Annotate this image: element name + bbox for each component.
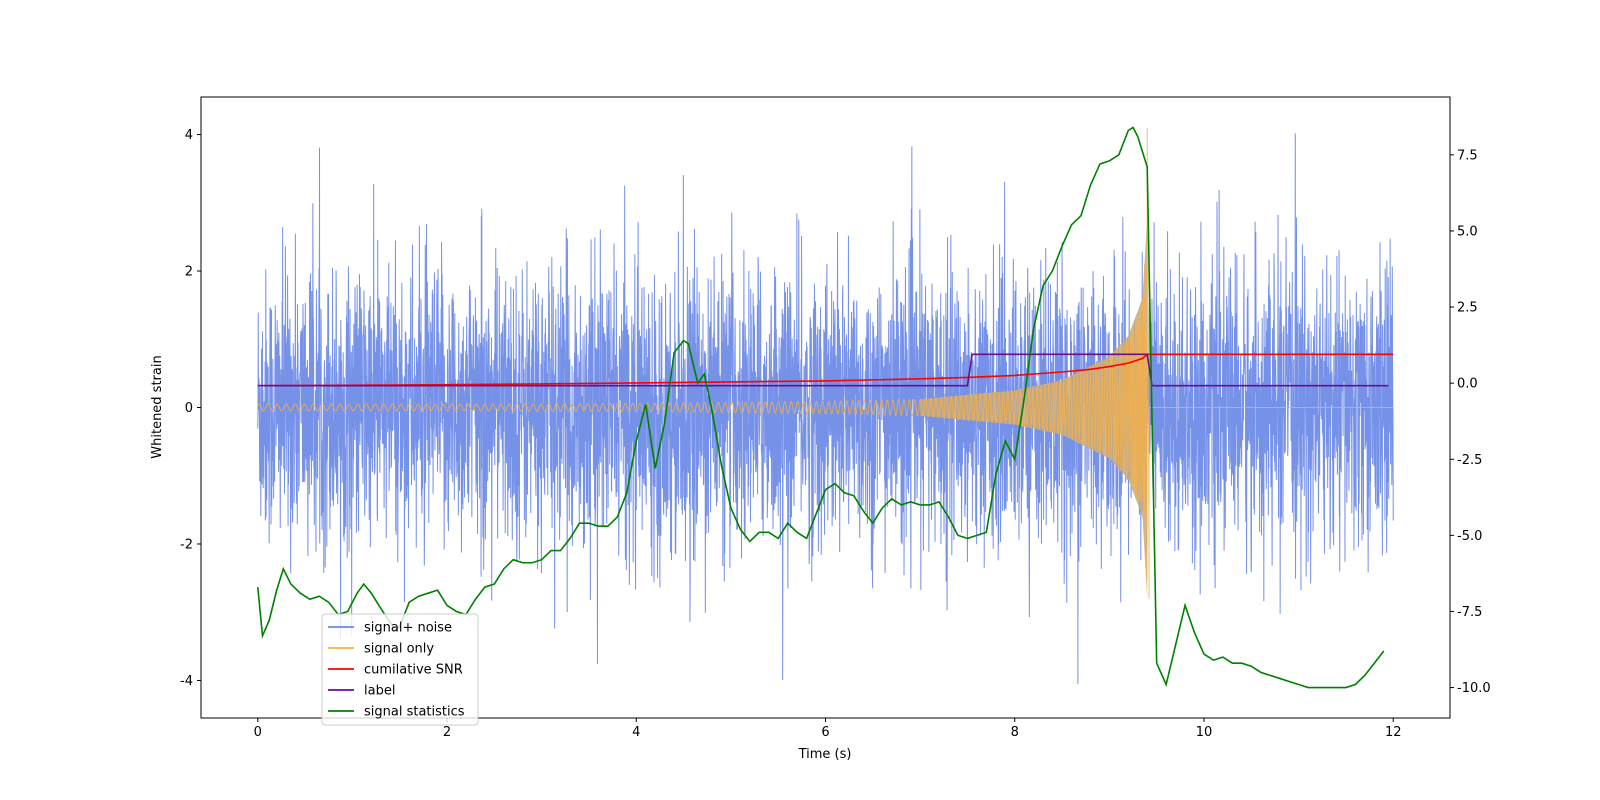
y-tick-label: -4 [180,674,193,689]
y-tick-label: -2 [180,537,193,552]
y2-tick-label: -5.0 [1457,529,1482,544]
legend-label: signal only [364,642,434,657]
y2-tick-label: 7.5 [1457,148,1478,163]
legend: signal+ noise signal only cumilative SNR la… [321,613,479,726]
legend-label: label [364,684,395,699]
y2-tick-label: 2.5 [1457,301,1478,316]
x-tick-label: 10 [1196,725,1213,740]
x-tick-label: 12 [1385,725,1402,740]
legend-label: cumilative SNR [364,663,463,678]
series-cumulative-snr [257,353,1394,387]
y2-tick-label: 0.0 [1457,377,1478,392]
legend-box [321,613,479,726]
y-axis-label: Whitened strain [150,355,165,458]
x-tick-label: 2 [443,725,451,740]
x-tick-label: 8 [1011,725,1019,740]
series-signal-noise [257,133,1394,685]
y2-tick-label: -2.5 [1457,453,1482,468]
x-tick-label: 0 [254,725,262,740]
legend-label: signal+ noise [364,621,452,636]
plot-area [256,126,1394,689]
legend-label: signal statistics [364,705,465,720]
x-axis-label: Time (s) [798,747,852,762]
y-tick-label: 4 [185,128,193,143]
y2-tick-label: -7.5 [1457,605,1482,620]
axes: 0 2 4 6 8 10 12 -4 -2 0 2 4 -10.0 -7.5 -5.0 -2.5 0.0 2.5 5… [180,128,1491,740]
y2-tick-label: 5.0 [1457,224,1478,239]
x-tick-label: 4 [632,725,640,740]
series-label [257,353,1389,387]
x-tick-label: 6 [821,725,829,740]
y-tick-label: 2 [185,265,193,280]
series-signal-only [257,127,1394,599]
y-tick-label: 0 [185,401,193,416]
y2-tick-label: -10.0 [1457,681,1491,696]
series-signal-statistics [256,126,1385,689]
